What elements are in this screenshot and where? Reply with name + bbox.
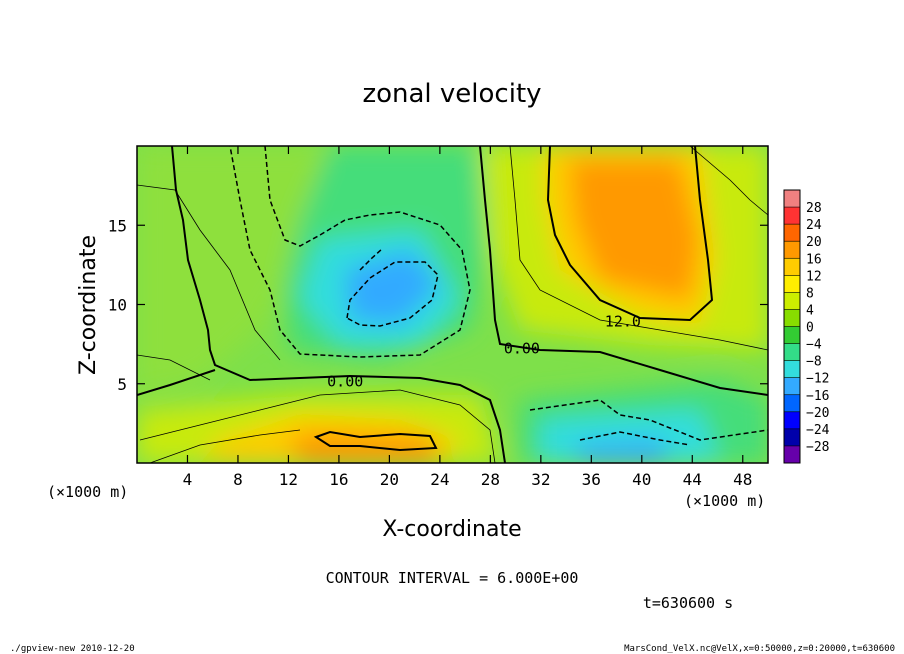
x-tick-label: 32 (531, 470, 550, 489)
colorbar-segment (784, 360, 800, 379)
x-tick-label: 12 (279, 470, 298, 489)
x-unit-label: (×1000 m) (684, 492, 765, 510)
contour-label: 12.0 (605, 312, 641, 330)
contour-labels: 0.00 0.00 12.0 (327, 312, 641, 390)
colorbar-segment (784, 326, 800, 345)
x-tick-label: 4 (183, 470, 193, 489)
chart-title: zonal velocity (362, 79, 541, 109)
colorbar-tick-label: −16 (806, 389, 829, 404)
colorbar-segment (784, 292, 800, 310)
colorbar-segment (784, 377, 800, 396)
x-tick-label: 36 (582, 470, 601, 489)
contour-label: 0.00 (327, 373, 363, 391)
colorbar-segment (784, 224, 800, 242)
colorbar-segment (784, 343, 800, 362)
footer-right: MarsCond_VelX.nc@VelX,x=0:50000,z=0:2000… (624, 644, 895, 654)
colorbar-segment (784, 428, 800, 447)
colorbar-segment (784, 207, 800, 225)
x-tick-label: 16 (329, 470, 348, 489)
x-tick-label: 28 (481, 470, 500, 489)
contour-lines-thin (137, 146, 768, 463)
colorbar-segment (784, 309, 800, 327)
colorbar-tick-label: −4 (806, 338, 822, 353)
y-tick-label: 15 (108, 216, 127, 235)
velocity-field (137, 146, 768, 463)
x-tick-label: 8 (233, 470, 243, 489)
colorbar-segment (784, 275, 800, 293)
colorbar-tick-label: 8 (806, 286, 814, 301)
y-axis: 5 10 15 (108, 216, 768, 394)
colorbar-tick-label: 28 (806, 201, 822, 216)
x-tick-label: 20 (380, 470, 399, 489)
colorbar-segment (784, 445, 800, 464)
colorbar-tick-label: −28 (806, 440, 829, 455)
y-tick-label: 10 (108, 296, 127, 315)
y-tick-label: 5 (117, 375, 127, 394)
colorbar-tick-label: 12 (806, 269, 822, 284)
colorbar-tick-label: −20 (806, 406, 829, 421)
x-axis-label: X-coordinate (382, 517, 521, 542)
footer-left: ./gpview-new 2010-12-20 (10, 644, 135, 654)
y-axis-label: Z-coordinate (76, 235, 101, 375)
contour-lines-dashed (229, 146, 768, 446)
colorbar-segment (784, 190, 800, 208)
colorbar-tick-label: 4 (806, 303, 814, 318)
colorbar-tick-label: 16 (806, 252, 822, 267)
colorbar-tick-label: −24 (806, 423, 830, 438)
colorbar-segment (784, 411, 800, 430)
x-tick-label: 40 (632, 470, 651, 489)
x-axis: 4 8 12 16 20 24 28 32 36 40 44 48 (183, 146, 752, 489)
x-tick-label: 44 (683, 470, 702, 489)
plot-area (137, 146, 768, 463)
colorbar-segment (784, 258, 800, 276)
contour-lines-solid (137, 146, 768, 463)
colorbar-tick-label: −8 (806, 355, 822, 370)
x-tick-label: 48 (733, 470, 752, 489)
x-tick-label: 24 (430, 470, 449, 489)
colorbar-segment (784, 241, 800, 259)
colorbar-tick-label: 0 (806, 321, 814, 336)
y-unit-label: (×1000 m) (47, 483, 128, 501)
colorbar-tick-label: −12 (806, 372, 829, 387)
time-text: t=630600 s (643, 594, 733, 612)
contour-label: 0.00 (504, 339, 540, 357)
colorbar-tick-label: 20 (806, 235, 822, 250)
colorbar: 28 24 20 16 12 8 4 0 −4 −8 −12 −16 −20 −24 −28 (783, 189, 830, 464)
contour-interval-text: CONTOUR INTERVAL = 6.000E+00 (326, 569, 579, 587)
colorbar-segment (784, 394, 800, 413)
colorbar-tick-label: 24 (806, 218, 822, 233)
